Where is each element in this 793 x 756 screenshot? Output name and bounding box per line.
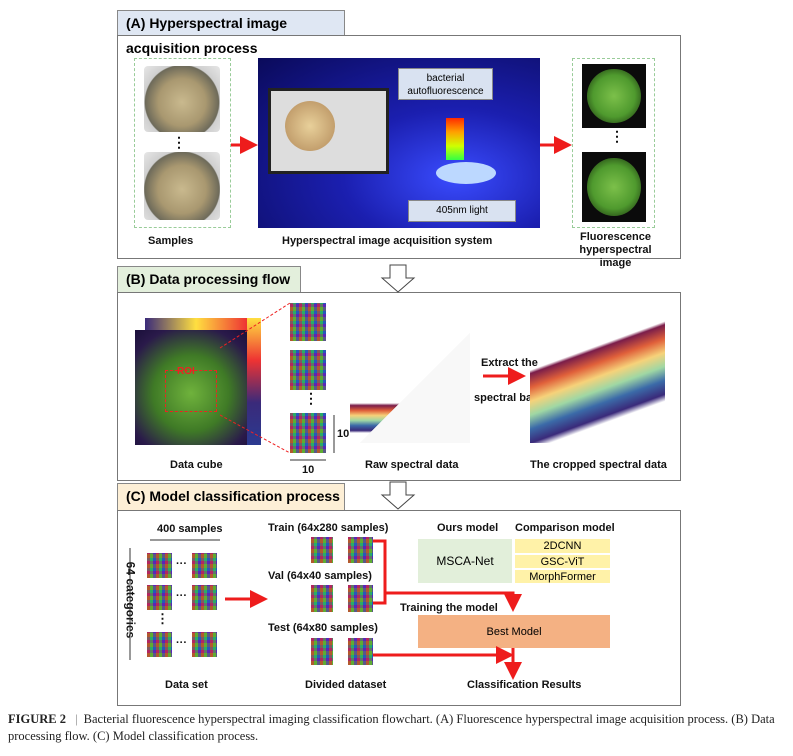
caption-text: Bacterial fluorescence hyperspectral ima…: [8, 712, 775, 743]
panel-a-frame: [117, 35, 681, 259]
train-val-bracket: [373, 539, 387, 605]
dim-height-label: 10: [337, 428, 350, 440]
light-label: 405nm light: [408, 200, 516, 222]
roi-patch: [290, 303, 326, 341]
sample-patch: [147, 585, 172, 610]
arrow-training: [385, 591, 522, 612]
test-patch: [311, 638, 333, 665]
msca-net-box: MSCA-Net: [418, 539, 512, 583]
test-label: Test (64x80 samples): [268, 622, 378, 634]
train-label: Train (64x280 samples): [268, 522, 389, 534]
vdots: ⋮: [156, 611, 169, 626]
sample-dish-image: [144, 152, 220, 220]
cube-side: [247, 318, 261, 445]
roi-box: [165, 370, 217, 412]
extract-label: Extract the: [481, 357, 538, 369]
train-patch: [348, 537, 373, 563]
train-patch: [311, 537, 333, 563]
caption-separator: |: [75, 712, 78, 726]
divided-label: Divided dataset: [305, 679, 387, 691]
ellipsis: ⋮: [610, 128, 624, 144]
samples-box: [134, 58, 231, 228]
data-cube: ROI: [135, 330, 247, 445]
spectral-band-label: spectral band: [474, 392, 546, 404]
figure-caption: FIGURE 2 | Bacterial fluorescence hypersp…: [8, 711, 788, 745]
comparison-model-morphformer: MorphFormer: [515, 570, 610, 583]
system-label: Hyperspectral image acquisition system: [282, 235, 493, 247]
petri-dish: [436, 162, 496, 184]
dots: ···: [176, 590, 187, 602]
val-label: Val (64x40 samples): [268, 570, 372, 582]
results-label: Classification Results: [467, 679, 582, 691]
dots: ···: [176, 637, 187, 649]
raw-spectral-chart: [350, 318, 470, 443]
best-model-box: Best Model: [418, 615, 610, 648]
sample-patch: [192, 632, 217, 657]
sample-patch: [192, 553, 217, 578]
panel-c-frame: [117, 510, 681, 706]
roi-patch: [290, 413, 326, 453]
laptop-screen: [268, 88, 389, 174]
cropped-spectral-chart: [530, 318, 665, 443]
panel-c-title: (C) Model classification process: [117, 483, 345, 511]
sample-dish-image: [144, 66, 220, 132]
autofluorescence-label: bacterial autofluorescence: [398, 68, 493, 100]
acquisition-system-photo: bacterial autofluorescence 405nm light: [258, 58, 540, 228]
sample-patch: [147, 632, 172, 657]
training-label: Training the model: [400, 602, 498, 614]
samples-label: Samples: [148, 235, 194, 247]
test-patch: [348, 638, 373, 665]
roi-label: ROI: [177, 366, 195, 377]
dots: ···: [176, 558, 187, 570]
panel-b-title: (B) Data processing flow: [117, 266, 301, 293]
raw-spectral-label: Raw spectral data: [365, 459, 459, 471]
comparison-model-2dcnn: 2DCNN: [515, 539, 610, 553]
comparison-model-label: Comparison model: [515, 522, 615, 534]
fluorescence-image: [582, 152, 646, 222]
dim-width-label: 10: [302, 464, 315, 476]
sample-patch: [147, 553, 172, 578]
sample-patch: [192, 585, 217, 610]
fluorescence-box: [572, 58, 655, 228]
panel-a-title: (A) Hyperspectral image acquisition proc…: [117, 10, 345, 56]
ellipsis: ⋮: [172, 134, 186, 150]
caption-figure-number: FIGURE 2: [8, 712, 66, 726]
cropped-spectral-label: The cropped spectral data: [530, 459, 667, 471]
ellipsis: ⋮: [304, 390, 318, 406]
samples-count-label: 400 samples: [157, 523, 223, 535]
down-arrow-1: [380, 264, 416, 293]
emission-arrow: [446, 118, 464, 160]
cube-top: [145, 318, 247, 330]
fluorescence-image: [582, 64, 646, 128]
comparison-model-gsc-vit: GSC-ViT: [515, 555, 610, 568]
ours-model-label: Ours model: [437, 522, 499, 534]
dataset-label: Data set: [165, 679, 208, 691]
val-patch: [348, 585, 373, 612]
fluorescence-label: Fluorescence hyperspectral image: [579, 231, 652, 269]
down-arrow-2: [380, 481, 416, 510]
data-cube-label: Data cube: [170, 459, 223, 471]
panel-b-frame: [117, 292, 681, 481]
roi-patch: [290, 350, 326, 390]
val-patch: [311, 585, 333, 612]
